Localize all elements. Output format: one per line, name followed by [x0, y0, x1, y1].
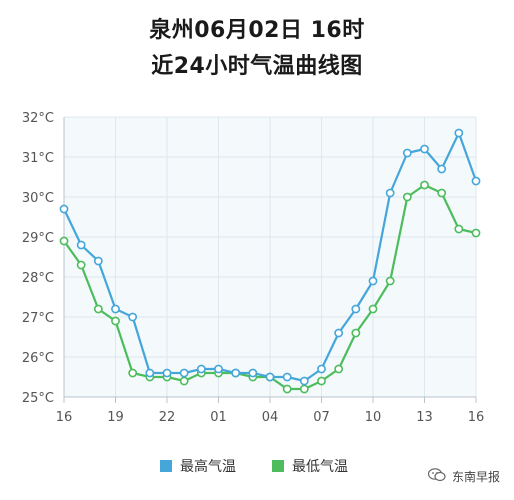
- wechat-icon: [427, 468, 446, 485]
- source-watermark: 东南早报: [427, 468, 500, 485]
- x-tick-label: 04: [262, 410, 279, 425]
- series-high-point: [334, 328, 344, 338]
- series-high-point: [214, 364, 223, 374]
- chart-subtitle: 近24小时气温曲线图: [151, 54, 363, 79]
- series-low-point: [179, 376, 189, 386]
- series-high-point: [111, 304, 120, 314]
- legend-low: 最低气温: [272, 456, 348, 476]
- series-high-point: [248, 368, 258, 378]
- series-high-point: [385, 188, 395, 198]
- y-tick-label: 25°C: [22, 391, 54, 406]
- series-low-point: [420, 180, 429, 190]
- series-low-point: [385, 276, 395, 286]
- series-low-point: [76, 260, 86, 270]
- series-low-point: [334, 364, 344, 374]
- temperature-line-chart: 25°C 26°C 27°C 28°C 29°C 30°C 31°C 32°C 16 19 22 01…: [22, 111, 485, 425]
- series-high-point: [351, 304, 361, 314]
- series-high-point: [282, 372, 292, 382]
- series-high-point: [162, 368, 172, 378]
- series-high-point: [93, 256, 103, 266]
- series-low-point: [317, 376, 326, 386]
- series-high-point: [402, 148, 412, 158]
- x-tick-label: 16: [56, 410, 73, 425]
- legend-high: 最高气温: [160, 456, 236, 476]
- series-low-point: [351, 328, 361, 338]
- series-high-point: [145, 368, 155, 378]
- series-high-point: [128, 312, 138, 322]
- series-high-point: [265, 372, 275, 382]
- y-tick-label: 27°C: [22, 311, 54, 326]
- series-high-point: [196, 364, 206, 374]
- series-low-point: [299, 384, 309, 394]
- y-tick-label: 30°C: [22, 191, 54, 206]
- series-high-point: [76, 240, 86, 250]
- watermark-text: 东南早报: [451, 470, 500, 484]
- series-high-point: [299, 376, 309, 386]
- x-tick-label: 19: [107, 410, 124, 425]
- series-high-point: [471, 176, 481, 186]
- series-low-point: [437, 188, 447, 198]
- x-tick-label: 22: [159, 410, 176, 425]
- y-tick-label: 31°C: [22, 151, 54, 166]
- series-low-point: [368, 304, 378, 314]
- series-low-point: [282, 384, 292, 394]
- legend-high-swatch: [160, 460, 172, 472]
- legend-high-label: 最高气温: [180, 459, 236, 475]
- series-high-point: [420, 144, 429, 154]
- series-high-point: [179, 368, 189, 378]
- y-tick-label: 26°C: [22, 351, 54, 366]
- series-low-point: [93, 304, 103, 314]
- series-high-point: [59, 204, 69, 214]
- series-low-point: [59, 236, 69, 246]
- y-tick-label: 28°C: [22, 271, 54, 286]
- series-high-point: [317, 364, 326, 374]
- series-low-point: [471, 228, 481, 238]
- chart-title: 泉州06月02日 16时: [149, 18, 365, 43]
- x-tick-label: 07: [313, 410, 330, 425]
- x-tick-label: 16: [468, 410, 485, 425]
- series-high-point: [454, 128, 464, 138]
- series-low-point: [128, 368, 138, 378]
- y-tick-label: 32°C: [22, 111, 54, 126]
- legend-low-swatch: [272, 460, 284, 472]
- series-low-point: [111, 316, 120, 326]
- series-low-point: [402, 192, 412, 202]
- legend-low-label: 最低气温: [292, 459, 348, 475]
- series-high-point: [231, 368, 241, 378]
- y-tick-label: 29°C: [22, 231, 54, 246]
- series-high-point: [368, 276, 378, 286]
- x-tick-label: 01: [210, 410, 227, 425]
- series-high-point: [437, 164, 447, 174]
- series-low-point: [454, 224, 464, 234]
- x-tick-label: 10: [365, 410, 382, 425]
- x-tick-label: 13: [416, 410, 433, 425]
